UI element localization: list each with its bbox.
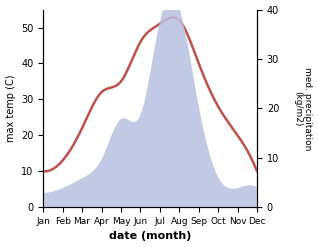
X-axis label: date (month): date (month): [109, 231, 191, 242]
Y-axis label: max temp (C): max temp (C): [5, 75, 16, 142]
Y-axis label: med. precipitation
(kg/m2): med. precipitation (kg/m2): [293, 67, 313, 150]
